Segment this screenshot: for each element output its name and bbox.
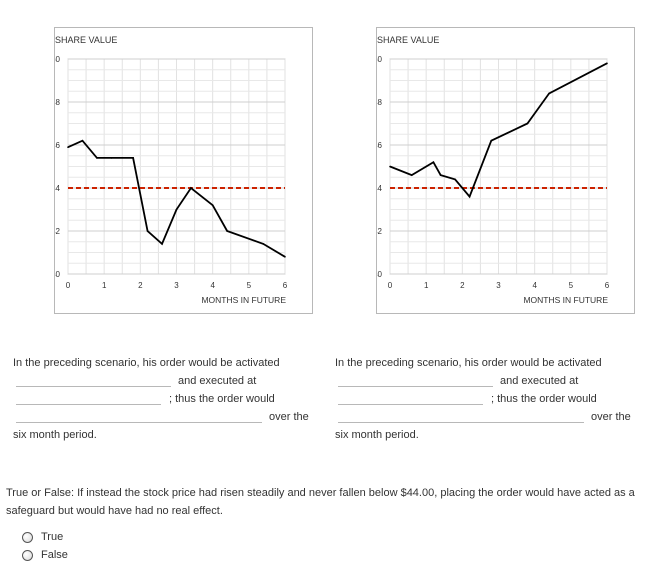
period-label: six month period. [335, 429, 419, 441]
x-tick-label: 6 [283, 281, 288, 290]
data-point [175, 208, 178, 211]
x-tick-label: 0 [66, 281, 71, 290]
data-point [110, 157, 113, 159]
y-tick-label: 42 [55, 227, 61, 236]
data-point [132, 157, 134, 159]
x-tick-label: 2 [138, 281, 143, 290]
execution-price-blank[interactable] [16, 404, 161, 405]
chart-left-svg: SHARE VALUE 40 42 44 46 48 50 0 1 2 3 4 5 6 MONTHS IN … [55, 35, 288, 305]
y-tick-label: 44 [377, 184, 383, 193]
over-label: over the [269, 411, 309, 423]
data-point [190, 187, 192, 189]
thus-label: ; thus the order would [491, 393, 597, 405]
data-point [410, 174, 413, 176]
chart-right: SHARE VALUE 40 42 44 46 48 50 0 1 2 3 4 5 6 MONTHS IN … [376, 27, 635, 314]
y-tick-label: 46 [377, 141, 383, 150]
data-point [81, 139, 84, 142]
share-value-line [389, 62, 608, 199]
x-tick-label: 2 [460, 281, 465, 290]
y-tick-label: 46 [55, 141, 61, 150]
option-true[interactable]: True [22, 531, 63, 543]
outcome-blank[interactable] [338, 422, 584, 423]
option-false-label: False [41, 549, 68, 561]
y-tick-label: 40 [377, 270, 383, 279]
y-tick-label: 50 [377, 55, 383, 64]
y-tick-label: 44 [55, 184, 61, 193]
executed-label: and executed at [178, 375, 257, 387]
scenario-intro: In the preceding scenario, his order wou… [335, 357, 602, 369]
data-point [432, 161, 435, 163]
execution-price-blank[interactable] [338, 404, 483, 405]
y-tick-label: 50 [55, 55, 61, 64]
x-axis-label: MONTHS IN FUTURE [201, 295, 286, 305]
data-point [389, 165, 391, 168]
x-tick-label: 4 [210, 281, 215, 290]
y-tick-label: 40 [55, 270, 61, 279]
activation-blank[interactable] [16, 386, 171, 387]
chart-right-svg: SHARE VALUE 40 42 44 46 48 50 0 1 2 3 4 5 6 MONTHS IN … [377, 35, 610, 305]
x-tick-label: 6 [605, 281, 610, 290]
x-tick-label: 1 [424, 281, 429, 290]
x-tick-label: 4 [532, 281, 537, 290]
y-tick-label: 48 [377, 98, 383, 107]
data-point [548, 92, 550, 95]
activation-blank[interactable] [338, 386, 493, 387]
x-axis-label: MONTHS IN FUTURE [523, 295, 608, 305]
data-point [226, 230, 228, 232]
radio-true[interactable] [22, 531, 33, 543]
data-point [454, 178, 456, 181]
option-false[interactable]: False [22, 549, 68, 561]
period-label: six month period. [13, 429, 97, 441]
data-point [161, 243, 163, 245]
x-tick-label: 3 [496, 281, 501, 290]
data-point [262, 243, 265, 245]
chart-title: SHARE VALUE [377, 35, 439, 45]
data-point [468, 195, 471, 198]
data-point [146, 230, 149, 232]
data-point [67, 146, 69, 148]
scenario-intro: In the preceding scenario, his order wou… [13, 357, 280, 369]
chart-left: SHARE VALUE 40 42 44 46 48 50 0 1 2 3 4 5 6 MONTHS IN … [54, 27, 313, 314]
data-point [211, 204, 214, 206]
y-tick-label: 42 [377, 227, 383, 236]
executed-label: and executed at [500, 375, 579, 387]
true-false-question: True or False: If instead the stock pric… [6, 487, 635, 517]
scenario-left: In the preceding scenario, his order wou… [13, 354, 323, 444]
option-true-label: True [41, 531, 64, 543]
x-tick-label: 3 [174, 281, 179, 290]
x-tick-label: 5 [247, 281, 252, 290]
data-point [606, 62, 608, 65]
outcome-blank[interactable] [16, 422, 262, 423]
chart-title: SHARE VALUE [55, 35, 117, 45]
x-tick-label: 1 [102, 281, 107, 290]
data-point [490, 139, 493, 142]
x-tick-label: 0 [388, 281, 393, 290]
over-label: over the [591, 411, 631, 423]
data-point [284, 256, 286, 258]
scenario-right: In the preceding scenario, his order wou… [335, 354, 645, 444]
thus-label: ; thus the order would [169, 393, 275, 405]
x-tick-label: 5 [569, 281, 574, 290]
y-tick-label: 48 [55, 98, 61, 107]
data-point [526, 122, 529, 125]
data-point [96, 157, 98, 159]
radio-false[interactable] [22, 549, 33, 561]
data-point [439, 174, 442, 176]
